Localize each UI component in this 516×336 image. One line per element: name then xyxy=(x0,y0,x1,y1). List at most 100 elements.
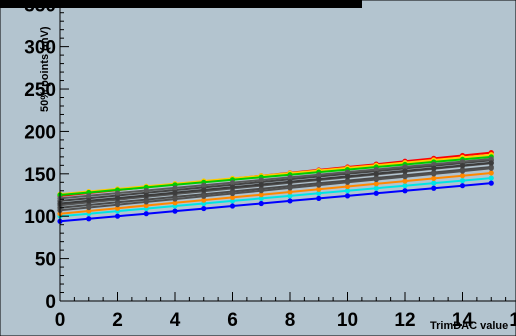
data-point xyxy=(459,173,466,179)
data-point xyxy=(488,160,494,166)
data-point xyxy=(86,204,92,211)
data-point xyxy=(488,165,494,171)
x-tick-label: 2 xyxy=(112,310,123,331)
data-point xyxy=(431,175,437,181)
top-bar xyxy=(0,0,362,8)
series-line-9 xyxy=(59,167,492,212)
data-point xyxy=(258,192,264,198)
x-tick-label: 10 xyxy=(337,310,358,331)
series-layer xyxy=(57,150,494,224)
data-point xyxy=(114,195,121,201)
y-tick-label: 250 xyxy=(24,80,56,101)
data-point xyxy=(373,166,379,173)
data-point xyxy=(316,182,322,188)
data-point xyxy=(287,179,293,185)
data-point xyxy=(172,190,178,196)
data-point xyxy=(431,171,437,177)
series-line-2 xyxy=(59,155,492,196)
x-tick-label: 0 xyxy=(55,310,66,331)
data-point xyxy=(488,156,494,162)
series-line-6 xyxy=(59,159,492,202)
y-tick-label: 300 xyxy=(24,38,56,59)
y-axis-title: 50% points (mV) xyxy=(39,26,51,112)
data-point xyxy=(201,205,207,212)
data-point xyxy=(229,203,236,209)
data-point xyxy=(316,186,322,192)
data-point xyxy=(431,180,437,186)
data-point xyxy=(172,200,178,206)
data-point xyxy=(488,175,494,181)
data-point xyxy=(373,185,379,191)
data-point xyxy=(344,183,351,190)
y-tick-label: 150 xyxy=(24,165,56,186)
x-tick-label: 16 xyxy=(509,310,516,331)
data-point xyxy=(86,193,92,199)
data-point xyxy=(172,196,178,202)
x-tick-label: 4 xyxy=(170,310,181,331)
data-point xyxy=(258,181,264,188)
data-point xyxy=(431,185,437,191)
series-line-3 xyxy=(59,177,492,218)
data-point xyxy=(86,216,92,222)
y-tick-label: 100 xyxy=(24,207,56,228)
data-point xyxy=(488,170,494,176)
data-point xyxy=(114,213,121,219)
data-point xyxy=(459,168,466,174)
data-point xyxy=(344,188,351,194)
data-point xyxy=(229,194,236,200)
data-point xyxy=(344,173,351,179)
data-point xyxy=(201,197,207,203)
data-point xyxy=(316,172,322,178)
data-point xyxy=(201,187,207,193)
data-point xyxy=(287,174,293,180)
data-point xyxy=(344,179,351,185)
data-point xyxy=(229,180,236,186)
data-point xyxy=(258,177,264,183)
data-point xyxy=(373,171,379,177)
data-point xyxy=(229,198,236,204)
series-line-1 xyxy=(59,153,492,196)
series-line-8 xyxy=(59,166,492,209)
data-point xyxy=(172,208,178,214)
data-point xyxy=(201,182,207,188)
y-tick-label: 350 xyxy=(24,0,56,16)
data-point xyxy=(201,193,207,199)
data-point xyxy=(114,190,121,196)
data-point xyxy=(373,176,379,183)
data-point xyxy=(316,195,322,202)
series-line-10 xyxy=(59,158,492,200)
series-line-4 xyxy=(59,172,492,215)
data-point xyxy=(229,184,236,190)
series-line-11 xyxy=(59,161,492,205)
data-point xyxy=(402,168,408,174)
data-point xyxy=(459,178,466,184)
data-point xyxy=(143,202,149,209)
data-point xyxy=(402,188,408,194)
y-tick-label: 50 xyxy=(35,250,56,271)
data-point xyxy=(86,198,92,204)
data-point xyxy=(172,185,178,191)
data-point xyxy=(316,190,322,196)
data-point xyxy=(431,165,437,171)
series-line-5 xyxy=(59,182,492,223)
data-point xyxy=(114,202,121,208)
x-tick-label: 12 xyxy=(394,310,415,331)
data-point xyxy=(459,162,466,169)
data-point xyxy=(258,200,264,207)
data-point xyxy=(258,188,264,194)
data-point xyxy=(287,189,293,195)
data-point xyxy=(344,193,351,199)
x-tick-label: 14 xyxy=(452,310,474,331)
data-point xyxy=(488,180,494,186)
axes-layer: 0 2 4 6 8 10 12 14 16 0 50 100 150 200 250 300 350 xyxy=(24,0,516,331)
data-point xyxy=(287,198,293,204)
x-tick-label: 6 xyxy=(227,310,238,331)
data-point xyxy=(402,178,408,184)
data-point xyxy=(316,176,322,182)
data-point xyxy=(431,161,437,167)
data-point xyxy=(143,187,149,194)
data-point xyxy=(459,159,466,165)
data-point xyxy=(114,205,121,211)
data-point xyxy=(459,183,466,189)
